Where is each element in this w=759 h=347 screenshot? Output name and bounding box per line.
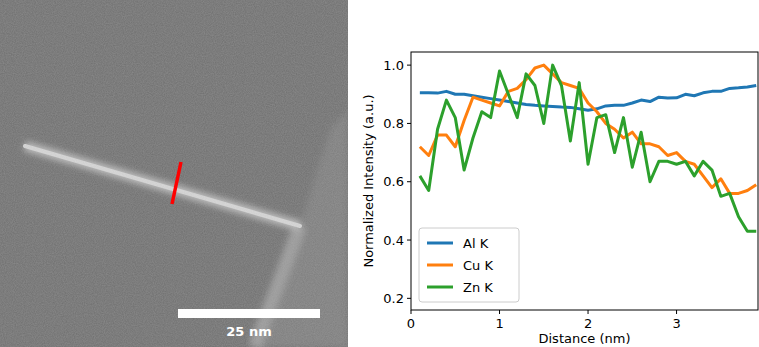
x-tick (676, 310, 677, 314)
x-tick-label: 1 (495, 316, 503, 331)
image-noise (0, 0, 348, 347)
scale-bar-label: 25 nm (226, 324, 271, 339)
y-tick-label: 0.6 (383, 174, 404, 189)
series-line (420, 65, 756, 231)
y-tick-label: 0.2 (383, 291, 404, 306)
legend-box (419, 228, 519, 302)
y-tick-label: 0.4 (383, 233, 404, 248)
y-tick (407, 240, 411, 241)
image-background (0, 0, 348, 347)
x-tick-label: 0 (407, 316, 415, 331)
scan-line (172, 162, 181, 204)
scale-bar (178, 309, 320, 318)
legend-swatch (427, 264, 453, 267)
legend-swatch (427, 286, 453, 289)
series-line (420, 65, 756, 193)
micrograph (0, 0, 348, 347)
x-tick (588, 310, 589, 314)
x-tick (499, 310, 500, 314)
x-tick-label: 3 (672, 316, 680, 331)
y-tick-label: 0.8 (383, 116, 404, 131)
plot-area (420, 65, 756, 231)
y-axis-label: Normalized Intensity (a.u.) (361, 94, 376, 267)
x-tick (411, 310, 412, 314)
axes-frame (411, 52, 758, 310)
y-tick-label: 1.0 (383, 58, 404, 73)
legend-label: Cu K (463, 258, 493, 273)
legend-swatch (427, 242, 453, 245)
legend: Al K Cu K Zn K (419, 228, 519, 302)
y-tick (407, 123, 411, 124)
y-tick (407, 65, 411, 66)
legend-label: Al K (463, 236, 489, 251)
y-tick (407, 181, 411, 182)
legend-label: Zn K (463, 280, 493, 295)
x-tick-label: 2 (584, 316, 592, 331)
figure: 25 nm 0 1 2 3 0.2 0.4 0.6 0.8 1.0 Distance (nm) Nor… (0, 0, 759, 347)
y-tick (407, 298, 411, 299)
x-axis-label: Distance (nm) (538, 331, 630, 346)
